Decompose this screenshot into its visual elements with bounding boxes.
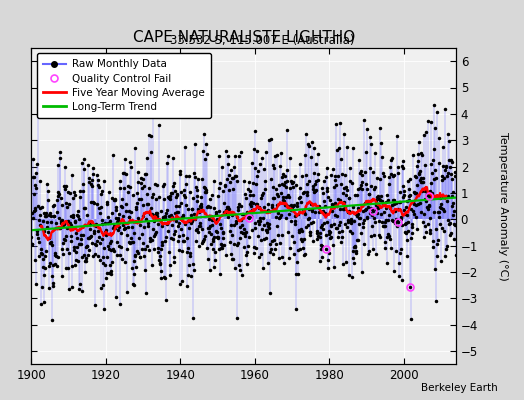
Legend: Raw Monthly Data, Quality Control Fail, Five Year Moving Average, Long-Term Tren: Raw Monthly Data, Quality Control Fail, … — [37, 53, 211, 118]
Y-axis label: Temperature Anomaly (°C): Temperature Anomaly (°C) — [498, 132, 508, 280]
Title: CAPE NATURALISTE LIGHTHO: CAPE NATURALISTE LIGHTHO — [133, 30, 355, 46]
Text: Berkeley Earth: Berkeley Earth — [421, 383, 498, 393]
Text: 33.532 S, 115.007 E (Australia): 33.532 S, 115.007 E (Australia) — [170, 34, 354, 47]
